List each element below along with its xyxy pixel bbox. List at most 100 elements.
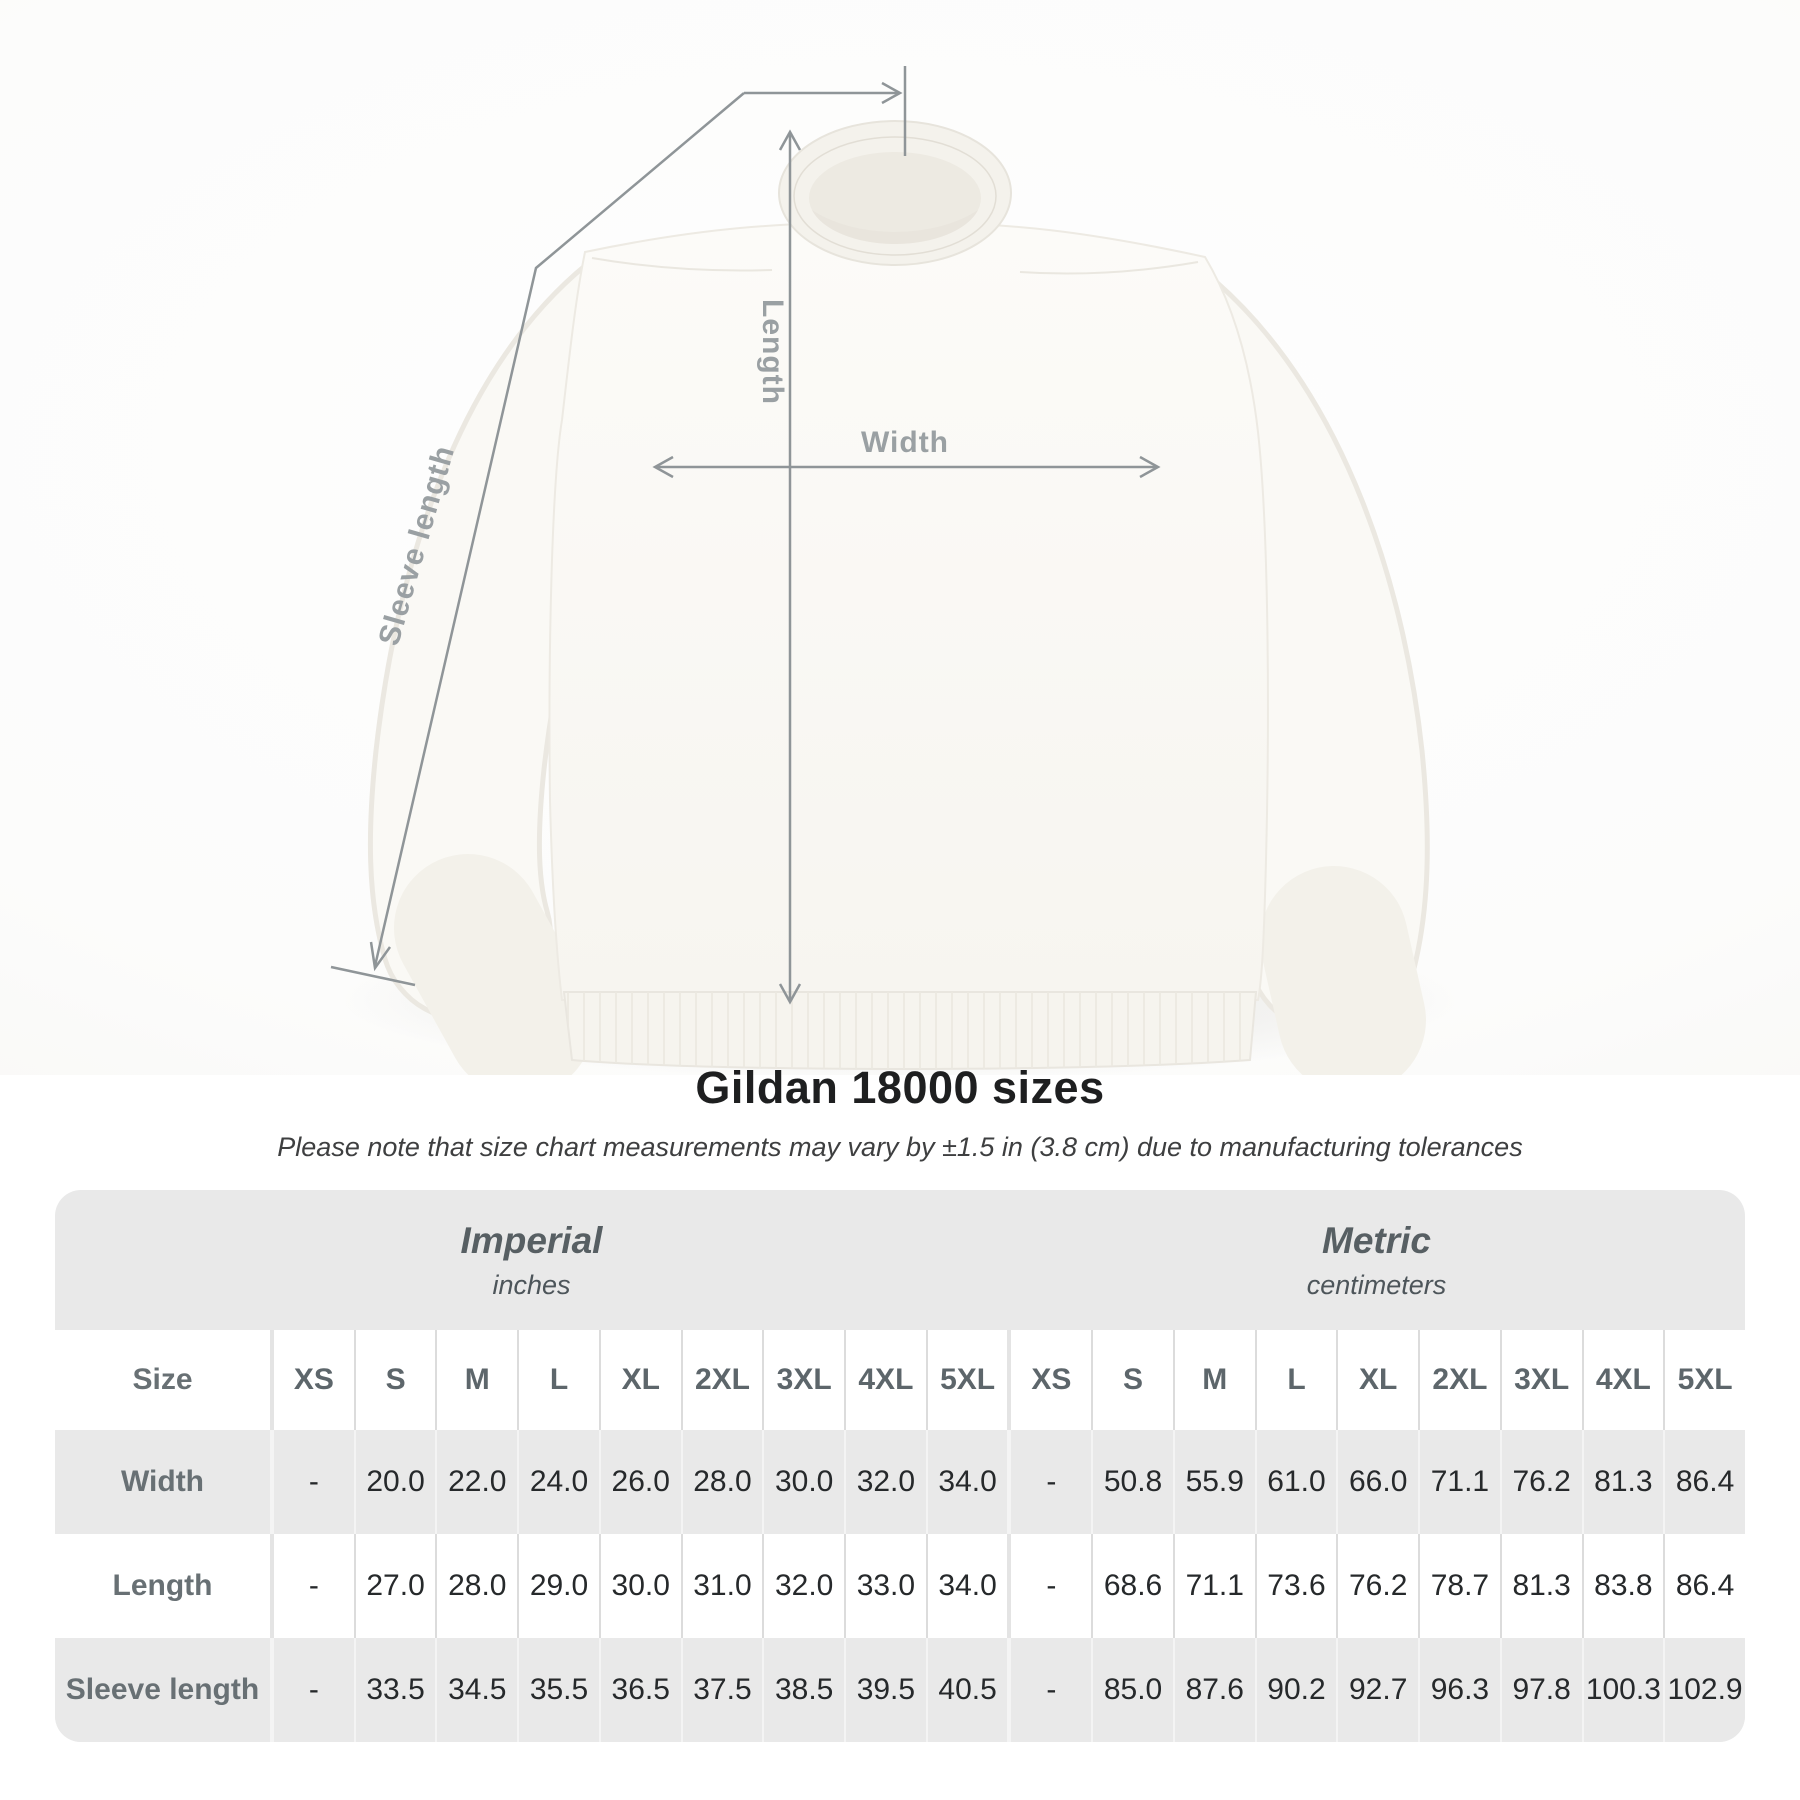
- table-cell: 92.7: [1336, 1638, 1418, 1742]
- table-cell: 96.3: [1418, 1638, 1500, 1742]
- table-cell: 102.9: [1663, 1638, 1745, 1742]
- table-cell: 71.1: [1172, 1534, 1255, 1638]
- table-cell: 28.0: [435, 1534, 517, 1638]
- table-cell: -: [1007, 1638, 1091, 1742]
- table-cell: 81.3: [1499, 1534, 1582, 1638]
- table-cell: XS: [1007, 1330, 1091, 1430]
- table-cell: 50.8: [1091, 1430, 1173, 1534]
- table-cell: -: [1007, 1534, 1091, 1638]
- table-cell: 34.5: [435, 1638, 517, 1742]
- width-arrow-right-icon: [1139, 455, 1161, 479]
- table-cell: M: [435, 1330, 517, 1430]
- table-cell: 85.0: [1091, 1638, 1173, 1742]
- table-cell: L: [517, 1330, 599, 1430]
- sleeve-length-row: Sleeve length -33.5 34.5 35.5 36.5 37.5 38.5 39…: [55, 1638, 1745, 1742]
- metric-unit: centimeters: [1306, 1269, 1447, 1300]
- table-cell: 78.7: [1418, 1534, 1500, 1638]
- table-cell: 76.2: [1499, 1430, 1582, 1534]
- table-cell: 20.0: [353, 1430, 436, 1534]
- table-cell: 66.0: [1336, 1430, 1418, 1534]
- table-cell: 35.5: [517, 1638, 599, 1742]
- table-cell: 33.5: [353, 1638, 436, 1742]
- table-cell: 76.2: [1336, 1534, 1418, 1638]
- table-cell: 61.0: [1254, 1430, 1337, 1534]
- table-cell: 40.5: [925, 1638, 1008, 1742]
- table-cell: -: [270, 1638, 354, 1742]
- length-row: Length -27.0 28.0 29.0 30.0 31.0 32.0 33.0 34.0-…: [55, 1534, 1745, 1638]
- width-arrow-left-icon: [652, 455, 674, 479]
- table-cell: 31.0: [680, 1534, 763, 1638]
- metric-label: Metric: [1322, 1219, 1431, 1261]
- table-cell: 97.8: [1499, 1638, 1582, 1742]
- table-cell: 27.0: [353, 1534, 436, 1638]
- table-cell: 26.0: [598, 1430, 681, 1534]
- table-cell: 71.1: [1418, 1430, 1500, 1534]
- sweatshirt-measurement-diagram: Length Width Sleeve length: [0, 0, 1800, 1075]
- collar: [778, 120, 1012, 266]
- imperial-unit: inches: [492, 1269, 571, 1300]
- row-label-cell: Size: [132, 1363, 193, 1396]
- table-cell: 4XL: [1581, 1330, 1664, 1430]
- table-cell: 86.4: [1663, 1534, 1745, 1638]
- table-cell: 87.6: [1172, 1638, 1255, 1742]
- table-cell: 83.8: [1581, 1534, 1664, 1638]
- row-label-cell: Sleeve length: [65, 1673, 260, 1706]
- table-cell: 32.0: [762, 1534, 844, 1638]
- table-cell: 68.6: [1091, 1534, 1173, 1638]
- table-cell: 55.9: [1172, 1430, 1255, 1534]
- table-cell: 2XL: [1418, 1330, 1500, 1430]
- table-cell: 29.0: [517, 1534, 599, 1638]
- table-cell: 30.0: [762, 1430, 844, 1534]
- unit-header-row: Imperial inches Metric centimeters: [55, 1190, 1745, 1330]
- table-cell: 22.0: [435, 1430, 517, 1534]
- table-cell: 28.0: [680, 1430, 763, 1534]
- width-label: Width: [861, 426, 949, 459]
- cuff-tick: [330, 965, 416, 987]
- table-cell: 34.0: [925, 1534, 1008, 1638]
- table-cell: 30.0: [598, 1534, 681, 1638]
- table-cell: XL: [1336, 1330, 1418, 1430]
- page-title: Gildan 18000 sizes: [695, 1062, 1105, 1113]
- length-arrow-down-icon: [778, 983, 802, 1005]
- row-label-cell: Length: [112, 1569, 213, 1602]
- table-cell: 34.0: [925, 1430, 1008, 1534]
- length-arrow-up-icon: [778, 129, 802, 151]
- table-cell: 36.5: [598, 1638, 681, 1742]
- imperial-label: Imperial: [460, 1219, 603, 1261]
- measurement-lines: [330, 66, 1161, 1005]
- table-cell: 86.4: [1663, 1430, 1745, 1534]
- width-row: Width -20.0 22.0 24.0 26.0 28.0 30.0 32.0 34.0-5…: [55, 1430, 1745, 1534]
- table-cell: -: [1007, 1430, 1091, 1534]
- table-cell: XS: [270, 1330, 354, 1430]
- table-cell: 4XL: [844, 1330, 926, 1430]
- table-cell: 90.2: [1254, 1638, 1337, 1742]
- row-label-cell: Width: [120, 1465, 205, 1498]
- sleeve-diagonal-line: [373, 92, 745, 967]
- table-cell: XL: [598, 1330, 681, 1430]
- sleeve-arrow-right-icon: [881, 81, 903, 105]
- sweatshirt-diagram-svg: Length Width Sleeve length: [330, 66, 1460, 1075]
- sweatshirt-illustration: [367, 120, 1430, 1075]
- table-cell: 32.0: [844, 1430, 926, 1534]
- table-cell: -: [270, 1430, 354, 1534]
- table-cell: L: [1254, 1330, 1337, 1430]
- length-label: Length: [756, 299, 789, 405]
- table-cell: 5XL: [925, 1330, 1008, 1430]
- right-cuff: [1260, 866, 1426, 1075]
- table-cell: 3XL: [762, 1330, 844, 1430]
- size-chart-table: Imperial inches Metric centimeters Size X…: [55, 1190, 1745, 1742]
- table-cell: 37.5: [680, 1638, 763, 1742]
- table-cell: 73.6: [1254, 1534, 1337, 1638]
- size-header-row: Size XS S M L XL 2XL 3XL 4XL 5XL XS S M L XL 2XL 3XL 4XL 5…: [55, 1330, 1745, 1430]
- table-cell: 3XL: [1499, 1330, 1582, 1430]
- table-cell: S: [353, 1330, 436, 1430]
- table-cell: 2XL: [680, 1330, 763, 1430]
- table-cell: S: [1091, 1330, 1173, 1430]
- body-panel: [548, 220, 1269, 1001]
- table-cell: 33.0: [844, 1534, 926, 1638]
- table-cell: -: [270, 1534, 354, 1638]
- sleeve-arrow-down-icon: [369, 941, 392, 972]
- table-cell: 100.3: [1581, 1638, 1664, 1742]
- tolerance-note: Please note that size chart measurements…: [277, 1132, 1523, 1162]
- left-cuff: [394, 854, 594, 1075]
